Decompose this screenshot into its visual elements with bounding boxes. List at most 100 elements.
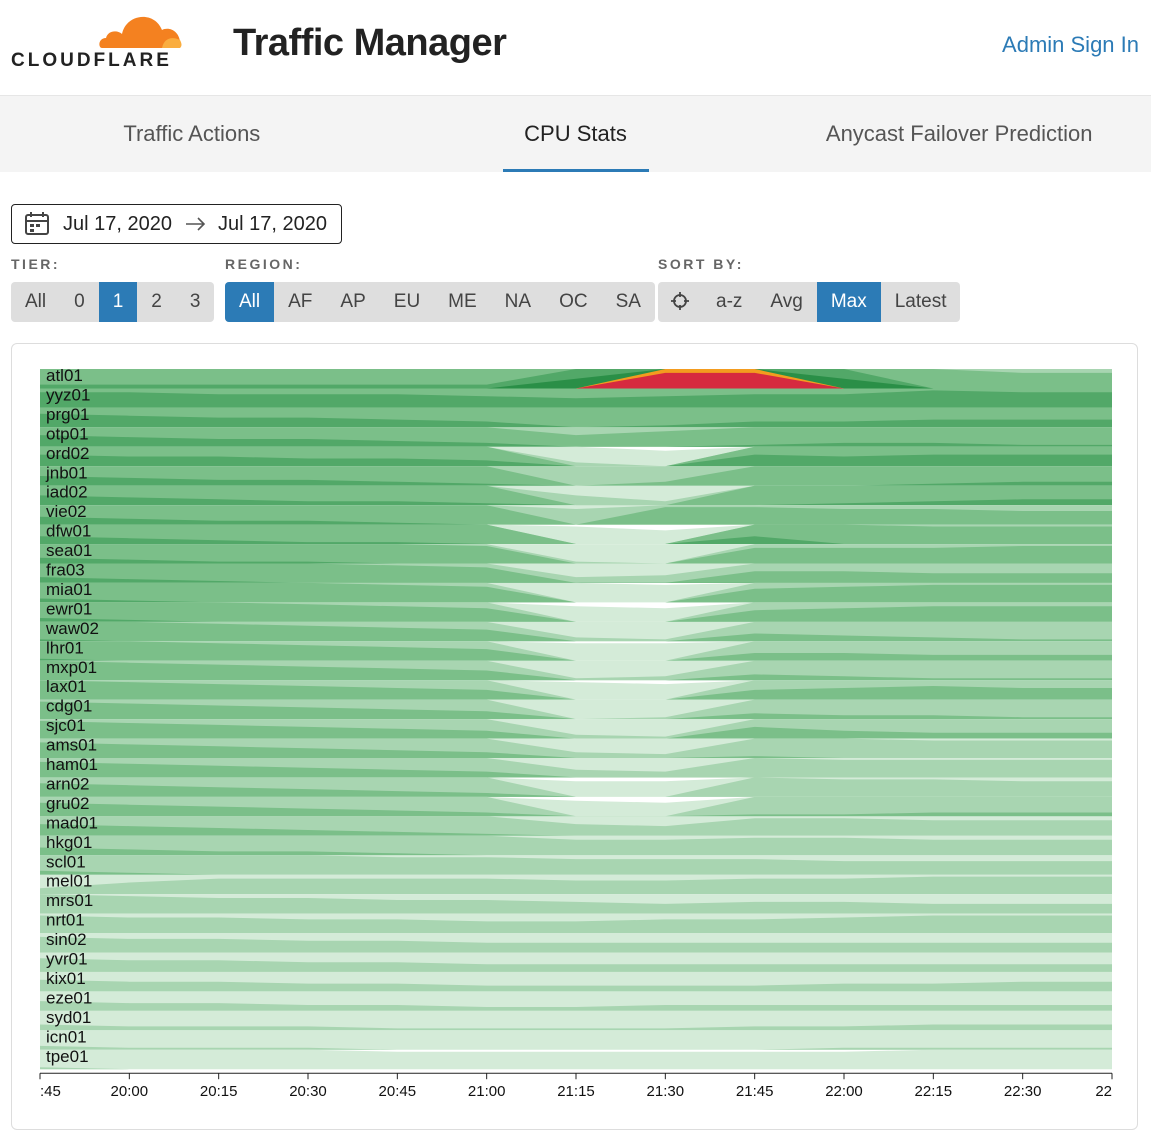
row-label: mrs01 <box>46 891 93 910</box>
horizon-band <box>40 618 1112 622</box>
filter-option[interactable]: 0 <box>74 291 85 312</box>
horizon-band <box>40 536 1112 545</box>
filter-option[interactable]: All <box>225 282 275 322</box>
horizon-band <box>40 761 1112 778</box>
filter-option[interactable]: OC <box>559 291 588 312</box>
filter-option[interactable]: 1 <box>98 282 138 322</box>
x-tick-label: 21:30 <box>647 1083 685 1100</box>
row-label: sin02 <box>46 930 87 949</box>
x-tick-label: 22:00 <box>825 1083 863 1100</box>
filter-option[interactable]: All <box>25 291 47 312</box>
sort-group: a-z Avg Max Latest <box>658 282 961 322</box>
horizon-band <box>40 598 1112 603</box>
horizon-band <box>40 602 1112 622</box>
horizon-band <box>40 413 1112 428</box>
horizon-band <box>40 557 1112 564</box>
filter-option[interactable]: NA <box>504 291 532 312</box>
x-tick-label: 22:15 <box>915 1083 953 1100</box>
filter-option[interactable]: AP <box>340 291 366 312</box>
horizon-band <box>40 979 1112 992</box>
logo-text: CLOUDFLARE <box>11 50 172 71</box>
row-label: ewr01 <box>46 599 92 618</box>
tab-bar: Traffic Actions CPU Stats Anycast Failover… <box>0 96 1151 172</box>
horizon-band <box>40 435 1112 447</box>
x-tick-label: 21:00 <box>468 1083 506 1100</box>
row-label: cdg01 <box>46 697 92 716</box>
horizon-band <box>40 577 1112 583</box>
filter-option[interactable]: 3 <box>189 291 201 312</box>
filter-option[interactable]: a-z <box>716 291 743 312</box>
row-label: hkg01 <box>46 833 92 852</box>
row-label: prg01 <box>46 405 89 424</box>
filter-option[interactable]: Latest <box>894 291 947 312</box>
horizon-band <box>40 1010 1112 1031</box>
horizon-band <box>40 1030 1112 1050</box>
horizon-band <box>40 701 1112 720</box>
horizon-band <box>40 958 1112 972</box>
horizon-band <box>40 485 1112 506</box>
horizon-band <box>40 495 1112 506</box>
row-label: lhr01 <box>46 638 84 657</box>
horizon-band <box>40 369 1112 389</box>
horizon-band <box>40 621 1112 642</box>
row-label: dfw01 <box>46 522 91 541</box>
filter-option[interactable]: SA <box>615 291 641 312</box>
tab[interactable]: Anycast Failover Prediction <box>825 121 1093 146</box>
x-tick-label: 21:15 <box>557 1083 595 1100</box>
horizon-band <box>40 516 1112 525</box>
filter-option[interactable]: ME <box>448 291 477 312</box>
chart-card: atl01 yyz01 prg01 otp01 ord02 jnb01 iad02 vie02… <box>11 343 1138 1130</box>
row-label: mad01 <box>46 813 98 832</box>
row-label: fra03 <box>46 561 85 580</box>
row-label: ams01 <box>46 736 97 755</box>
x-tick-label: 20:30 <box>289 1083 327 1100</box>
horizon-band <box>40 847 1112 856</box>
filter-option[interactable]: AF <box>288 291 313 312</box>
date-range-picker[interactable]: Jul 17, 2020 Jul 17, 2020 <box>11 204 342 244</box>
sign-in-link[interactable]: Admin Sign In <box>1002 32 1139 57</box>
horizon-band <box>40 1024 1112 1031</box>
horizon-band <box>40 824 1112 836</box>
row-label: lax01 <box>46 677 87 696</box>
horizon-band <box>40 894 1112 914</box>
horizon-band <box>40 855 1112 875</box>
date-end: Jul 17, 2020 <box>217 212 327 235</box>
row-label: mxp01 <box>46 658 97 677</box>
row-label: atl01 <box>46 366 83 385</box>
tab[interactable]: CPU Stats <box>384 96 768 172</box>
row-label: scl01 <box>46 852 86 871</box>
x-tick-label: 20:45 <box>379 1083 417 1100</box>
filter-label: SORT BY: <box>658 256 744 272</box>
logo-icon <box>99 16 182 48</box>
row-label: arn02 <box>46 774 89 793</box>
horizon-band <box>40 563 1112 583</box>
tier-group: All 0 1 2 3 <box>11 282 215 322</box>
row-label: vie02 <box>46 502 87 521</box>
x-tick-label: 20:15 <box>200 1083 238 1100</box>
horizon-band <box>40 721 1112 739</box>
horizon-band <box>40 783 1112 797</box>
row-label: kix01 <box>46 969 86 988</box>
row-label: ord02 <box>46 444 89 463</box>
x-tick-label: 21:45 <box>736 1083 774 1100</box>
horizon-band <box>40 870 1112 875</box>
filter-option[interactable]: Avg <box>770 291 803 312</box>
calendar-icon <box>25 212 49 235</box>
filter-option[interactable]: Max <box>816 282 881 322</box>
horizon-band <box>40 476 1112 486</box>
horizon-band <box>40 454 1112 467</box>
horizon-band <box>40 1001 1112 1011</box>
app-title: Traffic Manager <box>233 22 507 64</box>
header: CLOUDFLARE Traffic Manager Admin Sign In <box>0 0 1151 96</box>
row-label: nrt01 <box>46 911 85 930</box>
horizon-band <box>40 915 1112 934</box>
arrow-icon <box>185 217 206 231</box>
tab[interactable]: Traffic Actions <box>123 121 261 146</box>
locate-button[interactable] <box>658 282 702 322</box>
filter-option[interactable]: 2 <box>151 291 162 312</box>
horizon-band <box>40 680 1112 700</box>
row-label: jnb01 <box>45 463 88 482</box>
horizon-band <box>40 660 1112 681</box>
horizon-chart: atl01yyz01prg01otp01ord02jnb01iad02vie02… <box>39 366 1113 1100</box>
filter-option[interactable]: EU <box>393 291 421 312</box>
